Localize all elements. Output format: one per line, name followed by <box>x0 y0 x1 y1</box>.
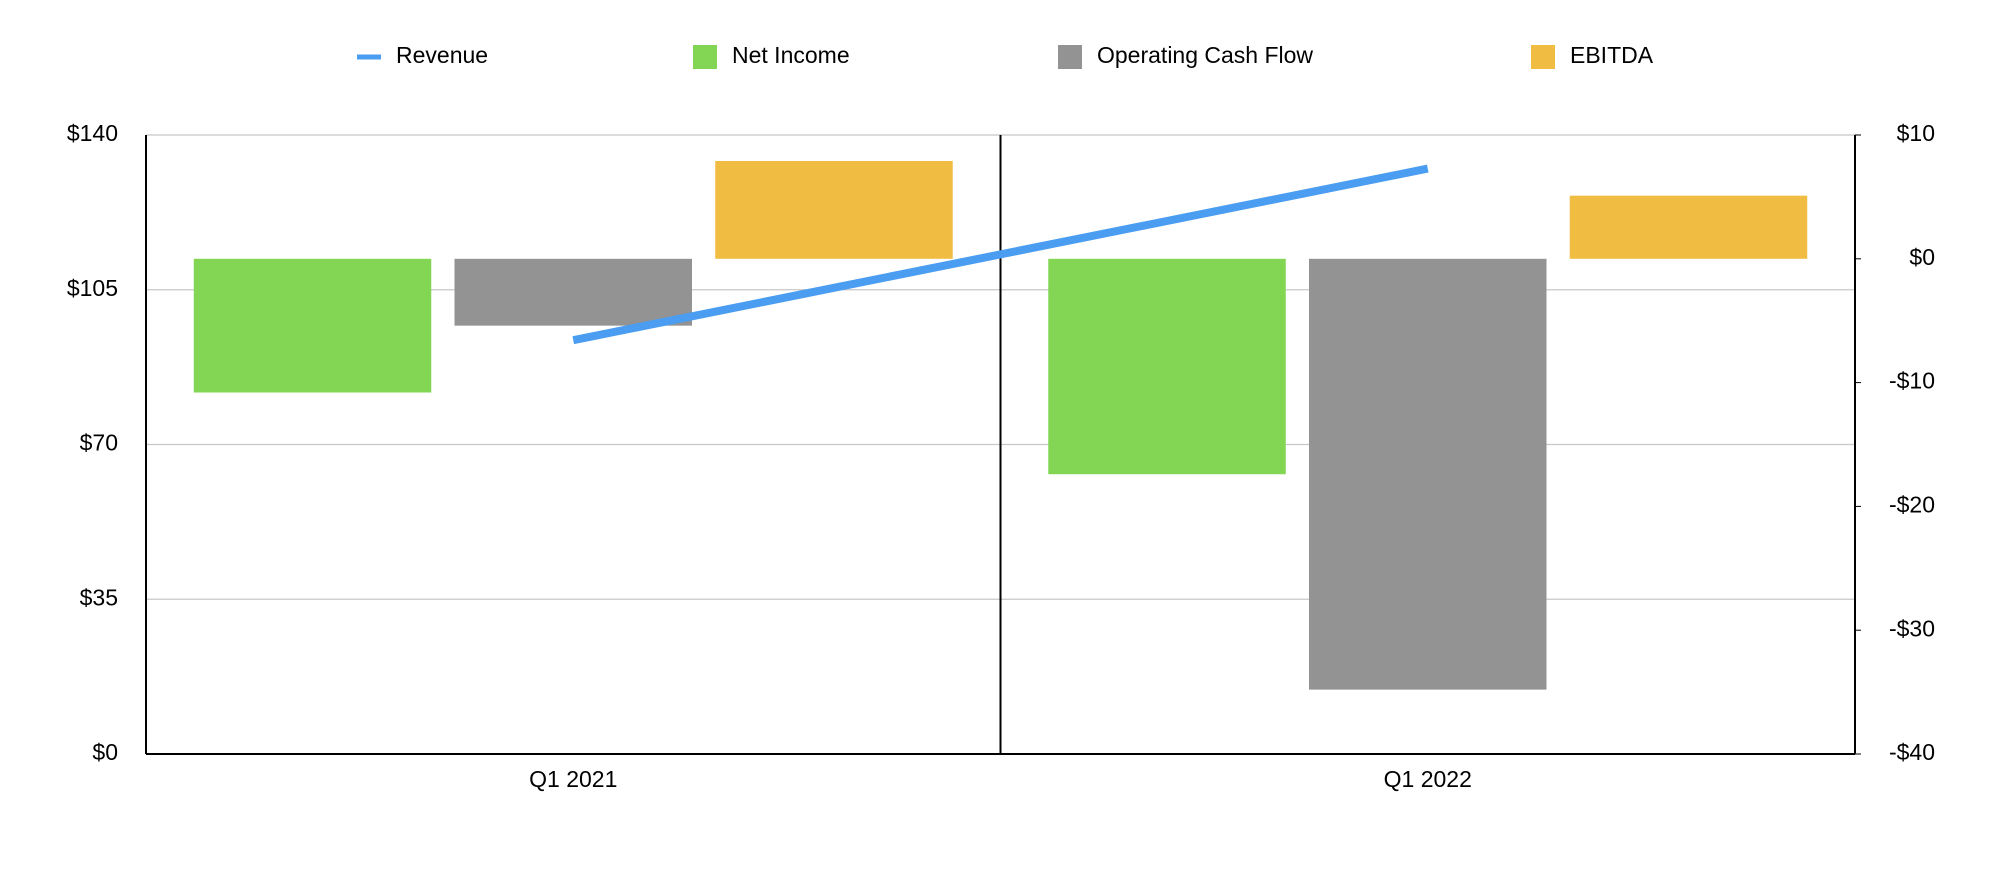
y-tick-label: $0 <box>92 739 118 765</box>
bar <box>1048 258 1286 475</box>
legend-label: Net Income <box>732 42 850 68</box>
y-tick-label: $105 <box>67 275 118 301</box>
x-tick-label: Q1 2022 <box>1384 766 1472 792</box>
y2-tick-label: -$30 <box>1889 615 1935 641</box>
y-tick-label: $35 <box>80 584 118 610</box>
bar <box>1569 195 1808 259</box>
y2-tick-label: -$10 <box>1889 368 1935 394</box>
bar <box>715 160 953 259</box>
bar <box>193 258 432 393</box>
legend-label: Operating Cash Flow <box>1097 42 1313 68</box>
y2-tick-label: $10 <box>1897 120 1935 146</box>
legend-swatch <box>1058 45 1082 69</box>
y2-tick-label: -$40 <box>1889 739 1935 765</box>
y2-tick-label: -$20 <box>1889 491 1935 517</box>
y2-tick-label: $0 <box>1909 244 1935 270</box>
line <box>572 164 1429 345</box>
y-tick-label: $70 <box>80 430 118 456</box>
x-tick-label: Q1 2021 <box>529 766 617 792</box>
y-tick-label: $140 <box>67 120 118 146</box>
legend-swatch <box>693 45 717 69</box>
legend-swatch <box>1531 45 1555 69</box>
bar <box>1308 258 1547 690</box>
bar <box>454 258 693 326</box>
legend-label: Revenue <box>396 42 488 68</box>
legend-label: EBITDA <box>1570 42 1654 68</box>
